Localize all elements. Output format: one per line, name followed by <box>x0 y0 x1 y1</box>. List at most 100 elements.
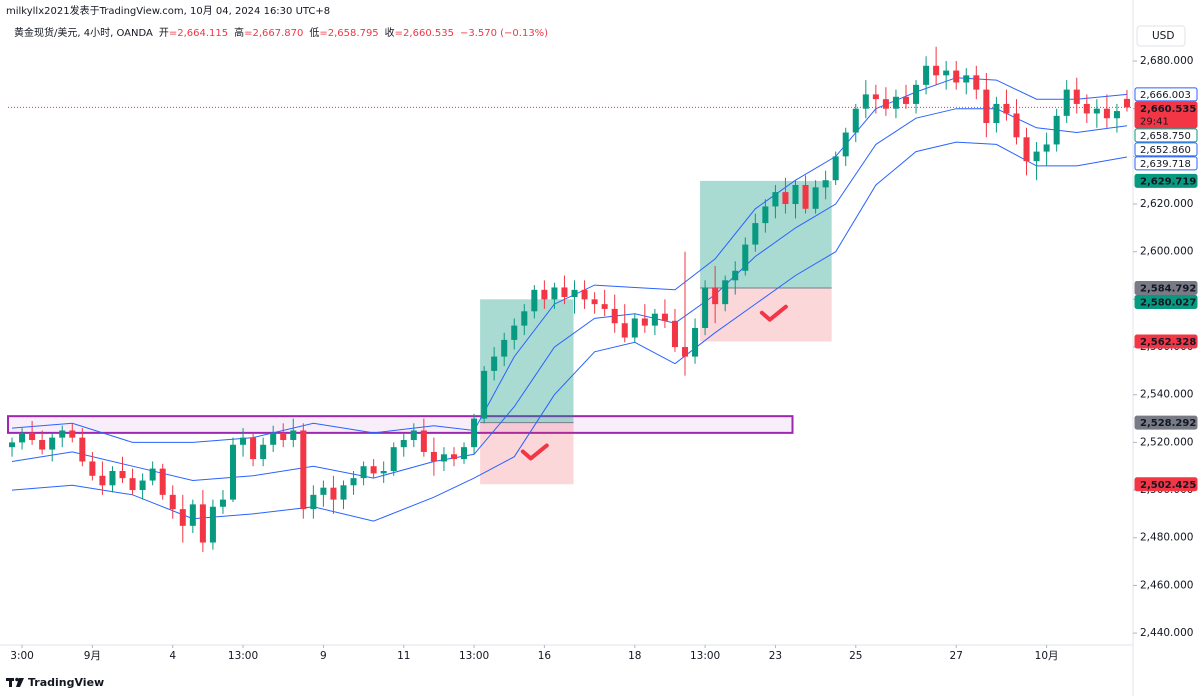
check-icon <box>520 443 549 461</box>
candle-body <box>370 466 377 474</box>
candle-body <box>862 94 869 109</box>
price-label-box <box>1134 101 1198 129</box>
candle-body <box>521 311 528 326</box>
plot-area <box>7 46 1133 553</box>
brand: TradingView <box>28 676 104 689</box>
candle-body <box>179 509 186 526</box>
candle-body <box>250 437 257 460</box>
candle-body <box>943 70 950 76</box>
candle-body <box>913 84 920 104</box>
candle-body <box>430 451 437 462</box>
currency[interactable]: USD <box>1152 30 1174 42</box>
candle-body <box>129 478 136 491</box>
brand-logo <box>6 677 24 687</box>
candle-body <box>149 468 156 481</box>
y-tick-label: 2,680.000 <box>1140 55 1193 67</box>
price-label: 2,562.328 <box>1140 337 1196 348</box>
candle-body <box>902 96 910 104</box>
y-tick-label: 2,520.000 <box>1140 436 1193 448</box>
price-label-box <box>1134 334 1198 349</box>
candle-body <box>400 440 407 448</box>
candle-body <box>1123 98 1130 108</box>
candle-body <box>953 70 960 83</box>
zone <box>7 415 794 434</box>
candle-body <box>139 480 146 491</box>
candle-body <box>450 454 457 460</box>
candle-body <box>822 180 829 188</box>
symbol-line: 黄金现货/美元, 4小时, OANDA 开=2,664.115 高=2,667.87… <box>14 26 548 39</box>
candle-body <box>420 430 427 452</box>
candle-body <box>209 506 216 543</box>
x-tick-label: 25 <box>849 650 862 662</box>
candle-body <box>380 470 387 474</box>
y-tick-label: 2,440.000 <box>1140 627 1193 639</box>
candle-body <box>631 318 638 338</box>
candle-body <box>1053 115 1060 145</box>
check-icon <box>759 304 788 322</box>
y-tick-label: 2,620.000 <box>1140 198 1193 210</box>
price-label: 2,580.027 <box>1140 297 1196 308</box>
price-label-box <box>1134 415 1198 430</box>
x-tick-label: 13:00 <box>690 650 720 662</box>
candle-body <box>69 430 76 438</box>
candle-body <box>511 325 518 340</box>
candle-body <box>159 468 166 495</box>
candle-body <box>872 94 879 100</box>
candle-body <box>229 444 237 500</box>
candle-body <box>1003 103 1010 114</box>
x-tick-label: 16 <box>538 650 552 662</box>
candle-body <box>79 437 86 462</box>
price-label: 2,639.718 <box>1140 159 1191 170</box>
price-label-box <box>1134 477 1198 492</box>
position-target <box>700 180 832 288</box>
candle-body <box>591 299 598 305</box>
candle-body <box>581 289 588 300</box>
candle-body <box>89 461 96 476</box>
ohlc-value: =2,664.115 <box>169 28 228 39</box>
candle-body <box>290 430 297 441</box>
candle-body <box>440 454 447 462</box>
candle-body <box>621 323 628 338</box>
candle-body <box>1103 108 1110 119</box>
price-label-box <box>1134 87 1198 102</box>
x-tick-label: 27 <box>950 650 963 662</box>
candle-body <box>330 487 337 500</box>
candle-body <box>892 96 899 109</box>
price-label: 2,658.750 <box>1140 131 1191 142</box>
candle-body <box>973 75 980 90</box>
candle-body <box>1063 89 1070 116</box>
candle-body <box>260 444 267 460</box>
x-tick-label: 9 <box>320 650 327 662</box>
candle-body <box>119 470 126 479</box>
y-tick-label: 2,460.000 <box>1140 579 1193 591</box>
x-tick-label: 23 <box>769 650 782 662</box>
publisher: milkyllx2021发表于TradingView.com, 10月 04, … <box>6 4 330 17</box>
candle-body <box>1033 151 1040 162</box>
price-label-box <box>1134 173 1198 188</box>
ohlc-label: 低 <box>309 26 319 39</box>
candle-body <box>882 99 889 109</box>
candle-body <box>983 89 990 123</box>
candle-body <box>601 304 608 309</box>
candle-body <box>661 313 668 321</box>
candle-body <box>712 287 719 305</box>
candle-body <box>199 504 206 543</box>
candle-body <box>310 494 317 510</box>
candle-body <box>963 75 970 83</box>
price-label: 2,502.425 <box>1140 480 1196 491</box>
price-label-box <box>1134 156 1198 171</box>
candle-body <box>9 442 16 448</box>
candle-body <box>280 432 287 441</box>
candle-body <box>681 347 689 357</box>
candle-body <box>109 470 116 486</box>
candle-body <box>501 339 508 357</box>
candle-body <box>390 447 397 471</box>
candle-body <box>752 223 759 245</box>
x-tick-label: 9月 <box>84 650 101 662</box>
currency-box[interactable] <box>1136 25 1186 47</box>
candle-body <box>692 327 699 357</box>
candle-body <box>491 356 498 371</box>
price-label: 2,652.860 <box>1140 145 1191 156</box>
candle-body <box>611 308 618 324</box>
candle-body <box>1023 137 1030 162</box>
